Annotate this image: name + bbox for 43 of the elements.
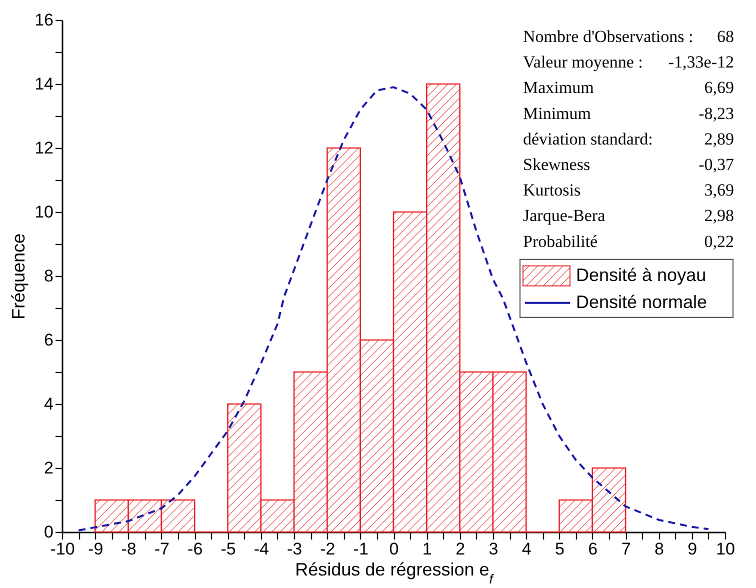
y-tick-label: 12 <box>34 138 54 158</box>
x-tick-label: 8 <box>654 540 664 558</box>
y-tick-label: 0 <box>44 522 54 542</box>
x-tick-label: -9 <box>88 540 104 558</box>
x-tick-label: -1 <box>353 540 368 558</box>
y-tick-label: 8 <box>44 266 54 286</box>
text: déviation standard: 2,89 <box>523 129 734 148</box>
x-tick-label: -10 <box>50 540 75 558</box>
x-tick-label: 7 <box>621 540 631 558</box>
y-tick-label: 14 <box>34 74 54 94</box>
x-axis-title: Résidus de régression e$_{f}$ <box>295 560 494 586</box>
text: Jarque-Bera 2,98 <box>523 206 734 226</box>
x-tick-label: -7 <box>154 540 170 558</box>
y-tick-label: 10 <box>34 202 54 222</box>
x-tick-label: -4 <box>254 540 269 558</box>
x-tick-label: 5 <box>555 540 564 558</box>
x-tick-label: -8 <box>121 540 136 558</box>
x-tick-label: -3 <box>286 540 302 558</box>
x-tick-label: 2 <box>456 540 466 558</box>
x-tick-label: 4 <box>522 540 532 558</box>
text: Minimum -8,23 <box>523 104 734 123</box>
text: Maximum 6,69 <box>523 78 734 98</box>
text: Nombre d'Observations : 68 <box>523 27 734 46</box>
x-tick-label: -5 <box>220 540 236 558</box>
y-tick-label: 6 <box>44 330 54 350</box>
x-tick-label: 0 <box>389 540 399 558</box>
text: Probabilité 0,22 <box>523 232 734 251</box>
y-tick-label: 16 <box>34 10 54 30</box>
legend-label: Densité à noyau <box>576 264 706 285</box>
x-tick-label: -6 <box>188 540 203 558</box>
x-tick-label: -2 <box>320 540 336 558</box>
x-tick-label: 9 <box>688 540 698 558</box>
y-axis-title: Fréquence <box>8 233 29 320</box>
y-tick-label: 4 <box>44 394 54 414</box>
legend-label: Densité normale <box>576 292 708 312</box>
y-tick-label: 2 <box>44 458 54 478</box>
text: Kurtosis 3,69 <box>523 180 734 200</box>
text: Valeur moyenne : -1,33e-12 <box>523 52 734 72</box>
x-tick-label: 10 <box>716 540 735 558</box>
x-tick-label: 1 <box>422 540 432 558</box>
x-tick-label: 6 <box>588 540 598 558</box>
x-tick-label: 3 <box>488 540 498 558</box>
text: Skewness -0,37 <box>523 155 734 174</box>
